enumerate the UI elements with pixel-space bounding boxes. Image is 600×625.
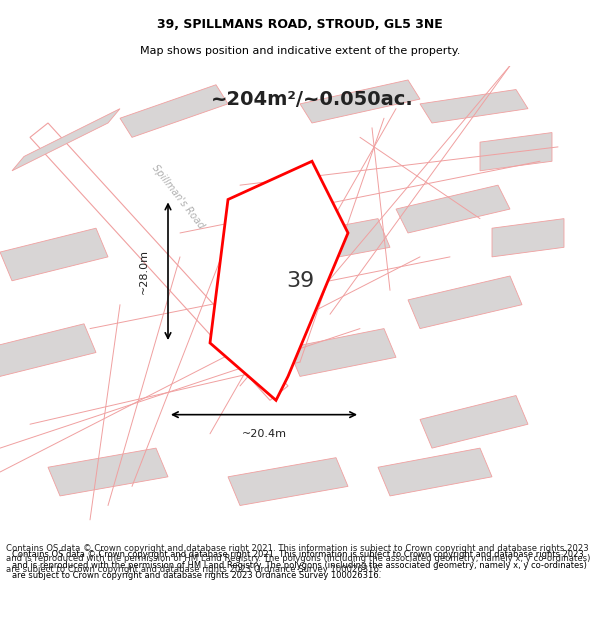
Polygon shape bbox=[480, 132, 552, 171]
Polygon shape bbox=[0, 228, 108, 281]
Polygon shape bbox=[420, 89, 528, 123]
Polygon shape bbox=[0, 324, 96, 376]
Polygon shape bbox=[288, 329, 396, 376]
Polygon shape bbox=[408, 276, 522, 329]
Polygon shape bbox=[48, 448, 168, 496]
Text: 39, SPILLMANS ROAD, STROUD, GL5 3NE: 39, SPILLMANS ROAD, STROUD, GL5 3NE bbox=[157, 18, 443, 31]
Polygon shape bbox=[228, 458, 348, 506]
Text: ~20.4m: ~20.4m bbox=[241, 429, 287, 439]
Polygon shape bbox=[210, 161, 348, 400]
Text: Contains OS data © Crown copyright and database right 2021. This information is : Contains OS data © Crown copyright and d… bbox=[6, 544, 590, 574]
Polygon shape bbox=[396, 185, 510, 233]
Polygon shape bbox=[120, 85, 228, 138]
Text: Map shows position and indicative extent of the property.: Map shows position and indicative extent… bbox=[140, 46, 460, 56]
Text: ~28.0m: ~28.0m bbox=[139, 249, 149, 294]
Polygon shape bbox=[276, 219, 390, 266]
Polygon shape bbox=[300, 80, 420, 123]
Text: Spillman's Road: Spillman's Road bbox=[150, 162, 206, 230]
Text: ~204m²/~0.050ac.: ~204m²/~0.050ac. bbox=[211, 89, 413, 109]
Text: 39: 39 bbox=[286, 271, 314, 291]
Polygon shape bbox=[30, 123, 288, 400]
Polygon shape bbox=[378, 448, 492, 496]
Text: Contains OS data © Crown copyright and database right 2021. This information is : Contains OS data © Crown copyright and d… bbox=[12, 550, 587, 580]
Polygon shape bbox=[12, 109, 120, 171]
Polygon shape bbox=[492, 219, 564, 257]
Polygon shape bbox=[420, 396, 528, 448]
